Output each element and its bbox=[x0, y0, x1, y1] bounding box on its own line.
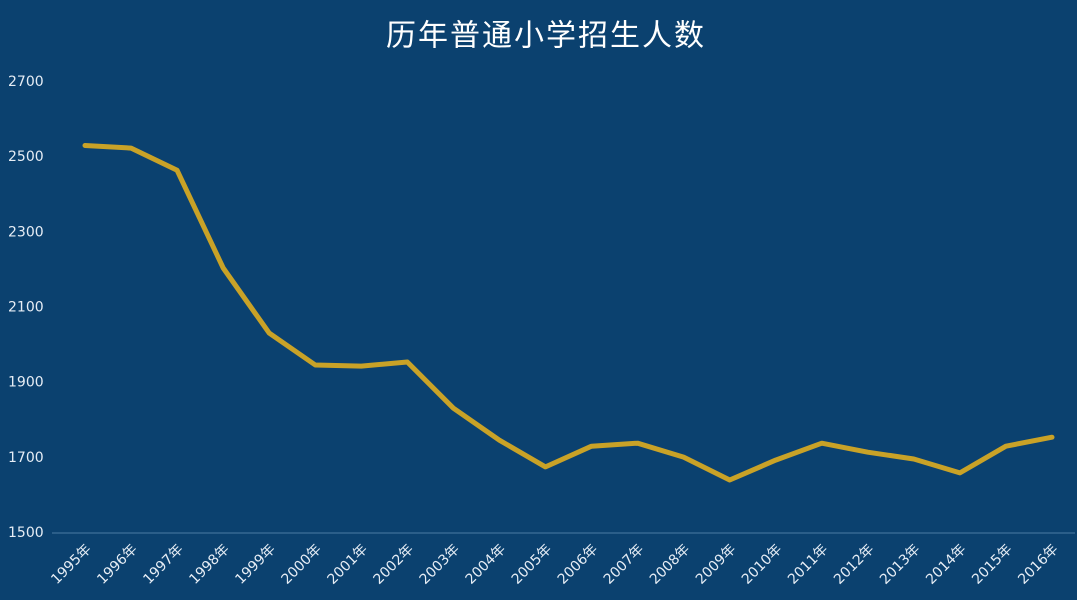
y-tick-label: 2100 bbox=[8, 300, 44, 316]
data-line bbox=[82, 143, 1055, 483]
y-tick-label: 2700 bbox=[8, 74, 44, 90]
y-tick-label: 1900 bbox=[8, 375, 44, 391]
y-tick-label: 2300 bbox=[8, 224, 44, 240]
y-tick-label: 2500 bbox=[8, 149, 44, 165]
y-tick-label: 1700 bbox=[8, 450, 44, 466]
chart-title: 历年普通小学招生人数 bbox=[386, 19, 706, 54]
y-tick-label: 1500 bbox=[8, 525, 44, 541]
